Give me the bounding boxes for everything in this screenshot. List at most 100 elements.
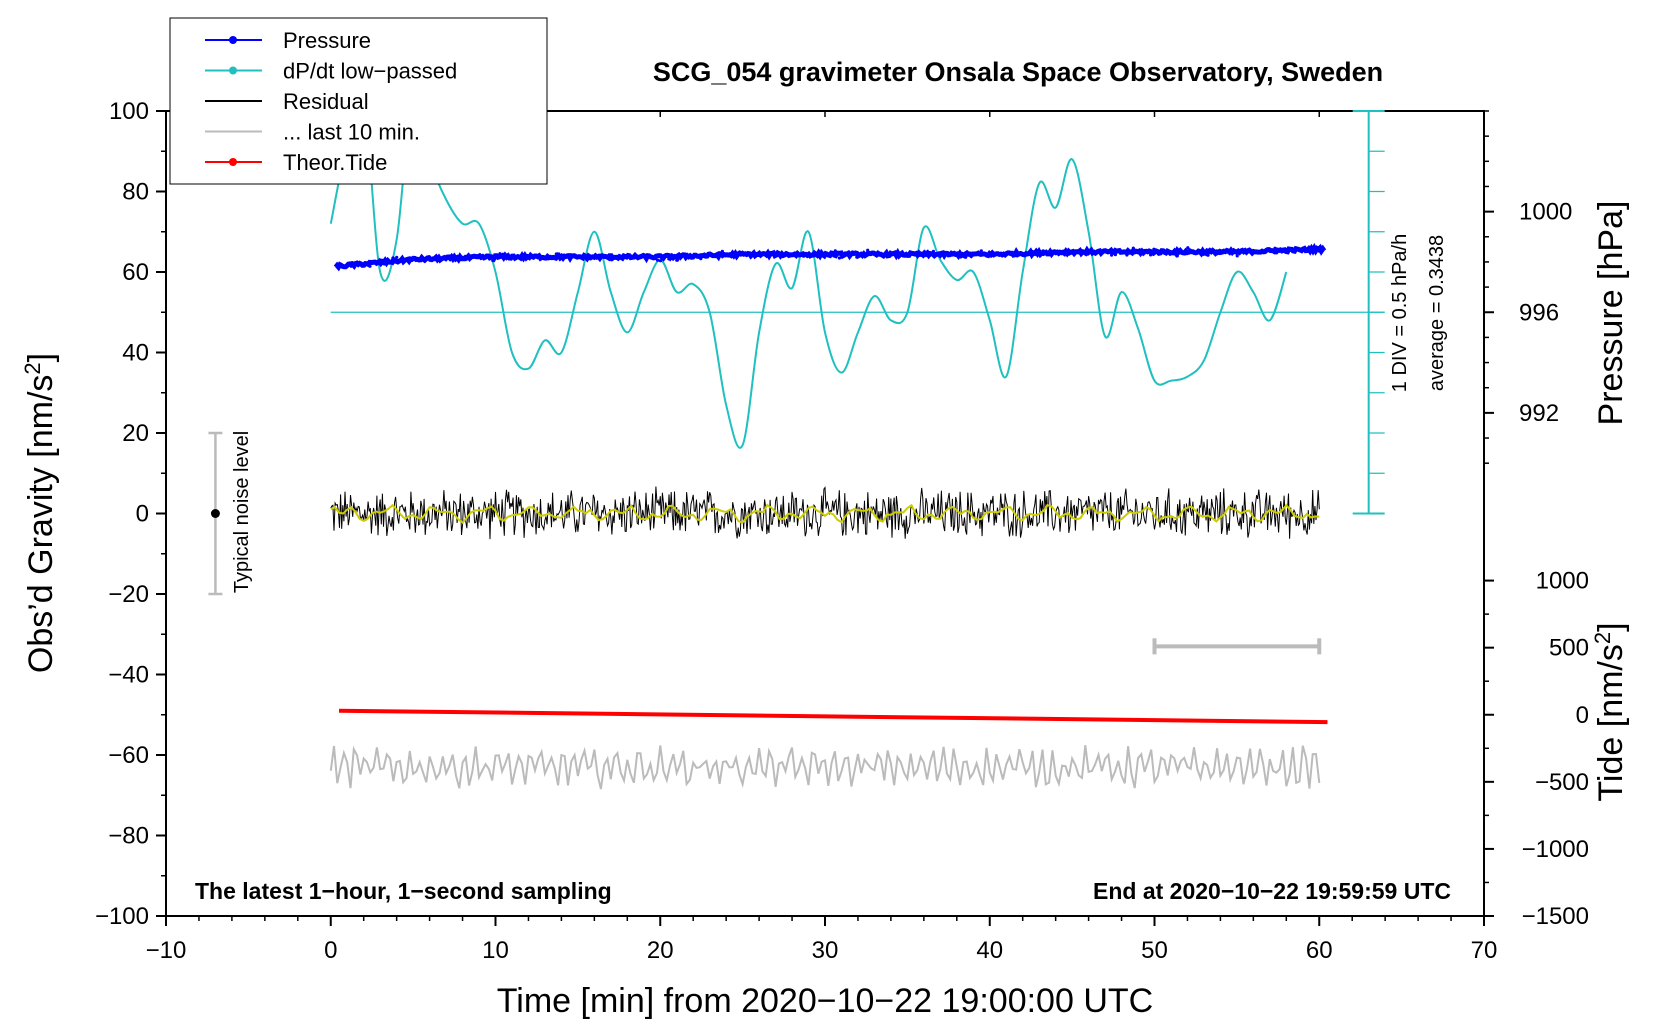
- pressure-point: [556, 252, 560, 256]
- pressure-point: [837, 256, 842, 260]
- annotation-group: [208, 110, 1385, 655]
- x-tick-label: −10: [146, 937, 187, 964]
- pressure-point: [476, 253, 480, 258]
- pressure-point: [1175, 254, 1179, 258]
- x-tick-label: 10: [482, 937, 509, 964]
- pressure-point: [368, 264, 372, 268]
- tide-tick-label: −1000: [1522, 836, 1589, 863]
- legend-label: Theor.Tide: [283, 150, 387, 175]
- note-right: End at 2020−10−22 19:59:59 UTC: [1093, 878, 1451, 904]
- pressure-point: [656, 258, 660, 262]
- pressure-point: [1235, 254, 1239, 258]
- pressure-point: [699, 257, 703, 261]
- x-tick-label: 60: [1306, 937, 1333, 964]
- legend-marker: [229, 36, 237, 44]
- pressure-point: [1271, 248, 1276, 252]
- pressure-point: [1110, 253, 1114, 257]
- y-tick-label: 40: [122, 340, 149, 367]
- noise-level-label: Typical noise level: [231, 431, 253, 593]
- pressure-point: [667, 257, 671, 261]
- pressure-point: [1125, 253, 1129, 257]
- pressure-tick-label: 1000: [1519, 199, 1572, 226]
- legend-items: Pressure dP/dt low−passed Residual ... last…: [205, 28, 457, 175]
- x-tick-label: 0: [324, 937, 337, 964]
- pressure-point: [1205, 253, 1209, 257]
- legend-label: Residual: [283, 89, 369, 114]
- pressure-point: [1281, 250, 1285, 254]
- plot-frame: [165, 110, 1485, 917]
- tide-tick-label: 1000: [1536, 568, 1589, 595]
- pressure-point: [833, 249, 837, 253]
- chart-title: SCG_054 gravimeter Onsala Space Observat…: [653, 57, 1383, 87]
- legend-label: Pressure: [283, 28, 371, 53]
- x-axis-title: Time [min] from 2020−10−22 19:00:00 UTC: [497, 982, 1153, 1020]
- pressure-axis-title: Pressure [hPa]: [1592, 201, 1630, 426]
- pressure-point: [855, 255, 859, 259]
- pressure-point: [554, 257, 558, 261]
- pressure-line: [333, 242, 1327, 272]
- tide-tick-label: 500: [1549, 635, 1589, 662]
- noise-bar-center: [210, 509, 220, 518]
- residual-line: [330, 486, 1320, 540]
- pressure-point: [491, 258, 495, 263]
- pressure-point: [1215, 252, 1219, 256]
- legend-label: ... last 10 min.: [283, 120, 420, 145]
- pressure-point: [866, 248, 870, 252]
- residual-smoothed-line: [330, 503, 1320, 524]
- pressure-point: [1067, 252, 1071, 256]
- pressure-tick-label: 996: [1519, 299, 1559, 326]
- legend-marker: [229, 158, 237, 166]
- pressure-point: [872, 252, 876, 256]
- y-tick-label: 60: [122, 259, 149, 286]
- pressure-point: [658, 259, 663, 263]
- pressure-point: [566, 253, 570, 257]
- pressure-point: [1149, 253, 1153, 257]
- pressure-point: [1310, 247, 1314, 251]
- pressure-point: [498, 252, 502, 256]
- pressure-point: [1186, 246, 1190, 250]
- y-tick-label: −40: [108, 662, 149, 689]
- axes-group: −10 0 10 20 30 40 50 60 70100806040200−20−40−60−…: [95, 98, 1589, 964]
- tide-tick-label: −500: [1535, 769, 1589, 796]
- pressure-point: [1319, 250, 1323, 254]
- pressure-point: [1131, 246, 1135, 250]
- pressure-point: [395, 255, 399, 259]
- dpdt-scale-div-label: 1 DIV = 0.5 hPa/h: [1389, 234, 1411, 392]
- pressure-point: [1220, 249, 1224, 253]
- pressure-point: [1041, 249, 1045, 253]
- clipped-series: [329, 111, 1328, 790]
- pressure-point: [1218, 251, 1222, 256]
- note-left: The latest 1−hour, 1−second sampling: [195, 878, 612, 904]
- pressure-point: [607, 256, 611, 260]
- pressure-point: [937, 251, 941, 256]
- tide-tick-label: −1500: [1522, 903, 1589, 930]
- last-10-min-line: [329, 745, 1321, 790]
- pressure-point: [391, 256, 395, 260]
- pressure-point: [720, 249, 725, 253]
- pressure-tick-label: 992: [1519, 400, 1559, 427]
- pressure-point: [588, 257, 593, 261]
- legend: Pressure dP/dt low−passed Residual ... last…: [169, 17, 548, 185]
- tide-axis-title: Tide [nm/s2]: [1590, 622, 1631, 801]
- pressure-point: [527, 255, 531, 259]
- x-tick-label: 30: [812, 937, 839, 964]
- theor-tide-line: [338, 708, 1328, 725]
- dpdt-scale-average-label: average = 0.3438: [1426, 235, 1448, 391]
- x-tick-label: 50: [1141, 937, 1168, 964]
- pressure-point: [1113, 253, 1117, 257]
- y-tick-label: 100: [109, 98, 149, 125]
- pressure-point: [1152, 247, 1156, 251]
- x-tick-label: 70: [1471, 937, 1498, 964]
- y-tick-label: 80: [122, 179, 149, 206]
- pressure-point: [964, 255, 968, 259]
- y-tick-label: 0: [136, 501, 149, 528]
- pressure-point: [675, 258, 679, 262]
- y-axis-title: Obs’d Gravity [nm/s2]: [20, 353, 61, 673]
- legend-marker: [229, 66, 237, 75]
- pressure-point: [648, 255, 653, 259]
- pressure-point: [659, 255, 663, 259]
- pressure-point: [504, 253, 508, 257]
- y-tick-label: −20: [108, 581, 149, 608]
- y-tick-label: 20: [122, 420, 149, 447]
